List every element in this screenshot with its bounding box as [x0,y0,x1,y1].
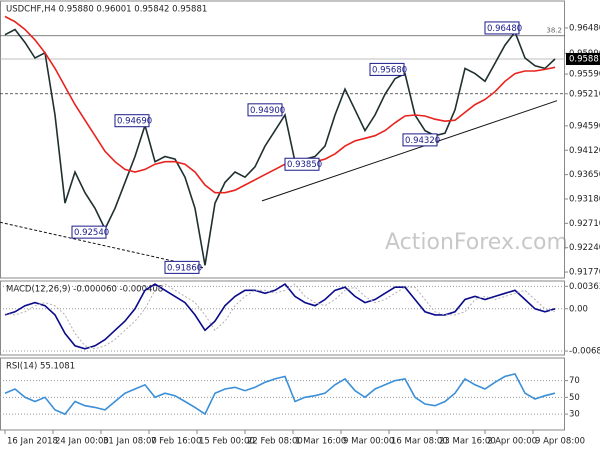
y-tick-label: 30 [569,410,580,420]
price-label-box [114,114,150,128]
price-label-box [284,157,320,171]
x-tick-label: 1 Mar 16:00 [295,437,346,447]
price-label: 0.94320 [405,136,440,146]
y-tick-label: 0.00 [569,304,588,314]
level-label: 38.2 [546,27,562,35]
panel-title: RSI(14) 55.1081 [6,362,75,372]
x-tick-label: 22 Feb 08:00 [247,437,303,447]
x-tick-label: 16 Mar 08:00 [391,437,448,447]
series-line [4,372,556,416]
price-label-box [247,103,283,117]
panel-title: USDCHF,H4 0.95880 0.96001 0.95842 0.9588… [6,5,207,15]
panel-frame [0,0,565,279]
current-price-box [566,52,600,65]
x-tick-label: 23 Mar 16:00 [439,437,496,447]
panel-title: MACD(12,26,9) -0.000060 -0.000408 [6,285,163,295]
y-tick-label: 0.003638 [569,282,600,292]
trend-line [0,221,206,269]
x-tick-label: 9 Mar 00:00 [343,437,394,447]
y-tick-label: 70 [569,376,580,386]
y-tick-label: 0.96480 [569,23,600,33]
series-line [4,283,556,350]
x-tick-label: 31 Jan 08:00 [103,437,157,447]
watermark: ActionForex.com [385,230,568,255]
x-tick-label: 24 Jan 00:00 [55,437,109,447]
x-tick-label: 15 Feb 00:00 [199,437,255,447]
y-tick-label: -0.006858 [569,347,600,357]
y-tick-label: 50 [569,393,580,403]
price-label: 0.95680 [372,65,407,75]
series-line [4,28,556,266]
x-tick-label: 2 Apr 00:00 [487,437,537,447]
series-line [4,15,556,194]
price-label: 0.93850 [287,160,322,170]
panel-frame [0,280,565,356]
current-price-label: 0.95881 [569,54,600,64]
trend-line [261,100,558,202]
price-label-box [71,225,107,239]
price-label: 0.94690 [117,117,152,127]
y-tick-label: 0.91770 [569,268,600,278]
price-label-box [369,62,405,76]
price-label-box [484,21,520,35]
price-label: 0.91860 [167,263,202,273]
x-tick-label: 9 Apr 08:00 [535,437,585,447]
x-tick-label: 7 Feb 16:00 [151,437,201,447]
x-tick-label: 16 Jan 2018 [7,437,58,447]
price-label-box [402,133,438,147]
price-label-box [164,260,200,274]
panel-frame [0,357,565,431]
price-label: 0.92540 [74,228,109,238]
series-line [4,283,556,350]
price-label: 0.94900 [250,106,285,116]
price-label: 0.96480 [487,24,522,34]
